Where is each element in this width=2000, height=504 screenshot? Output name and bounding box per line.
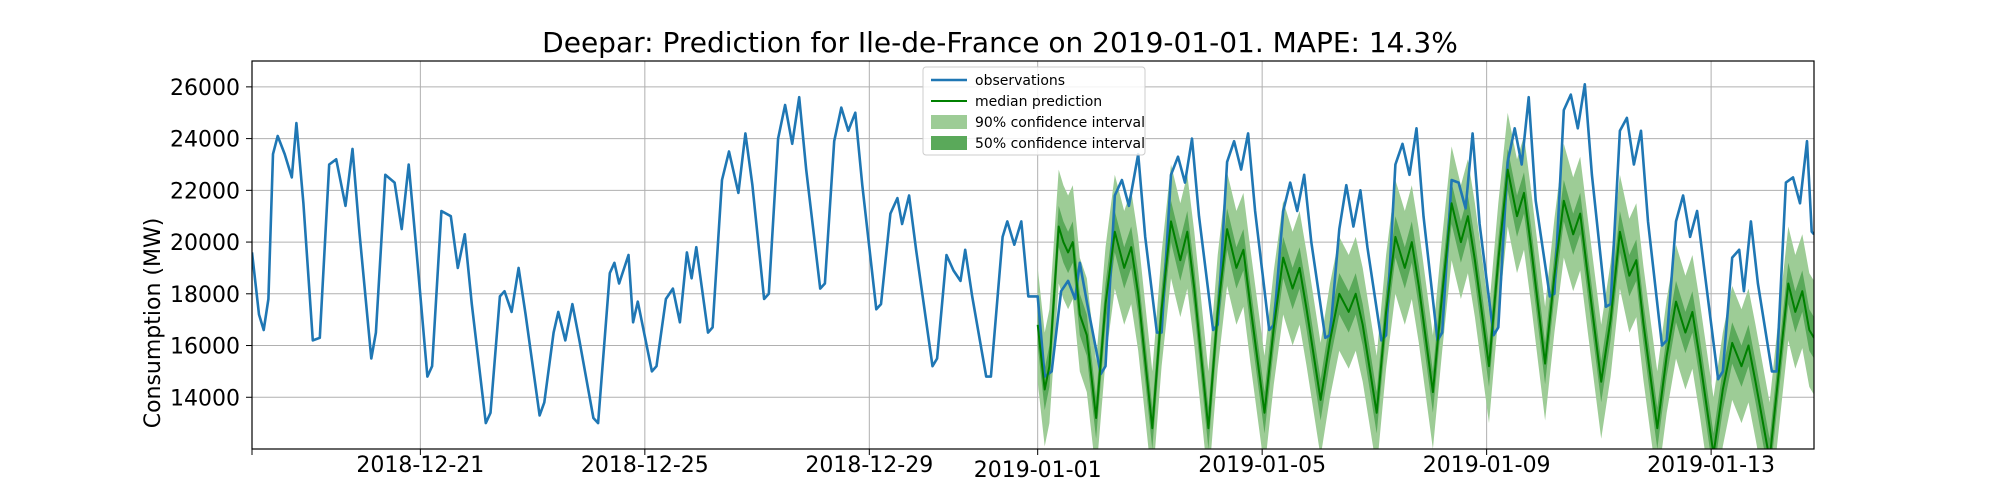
- y-tick-label: 20000: [170, 231, 240, 256]
- x-tick-label: 2018-12-25: [581, 453, 709, 478]
- x-tick-label: 2019-01-05: [1198, 453, 1326, 478]
- y-tick-label: 24000: [170, 128, 240, 153]
- y-tick-label: 14000: [170, 386, 240, 411]
- legend-label: observations: [975, 73, 1065, 89]
- x-tick-label: 2018-12-29: [805, 453, 933, 478]
- legend-label: 90% confidence interval: [975, 115, 1145, 131]
- y-tick-label: 16000: [170, 335, 240, 360]
- legend-swatch-band: [931, 136, 967, 150]
- y-tick-label: 26000: [170, 76, 240, 101]
- x-tick-label: 2018-12-21: [356, 453, 484, 478]
- x-tick-label: 2019-01-01: [974, 458, 1102, 483]
- legend-swatch-band: [931, 115, 967, 129]
- legend-label: median prediction: [975, 94, 1102, 110]
- y-tick-label: 22000: [170, 179, 240, 204]
- x-tick-label: 2019-01-13: [1647, 453, 1775, 478]
- y-axis-label: Consumption (MW): [141, 218, 166, 429]
- legend-label: 50% confidence interval: [975, 136, 1145, 152]
- y-tick-label: 18000: [170, 283, 240, 308]
- x-tick-label: 2019-01-09: [1423, 453, 1551, 478]
- chart-title: Deepar: Prediction for Ile-de-France on …: [542, 26, 1458, 59]
- legend: observations median prediction 90% confide…: [923, 67, 1145, 155]
